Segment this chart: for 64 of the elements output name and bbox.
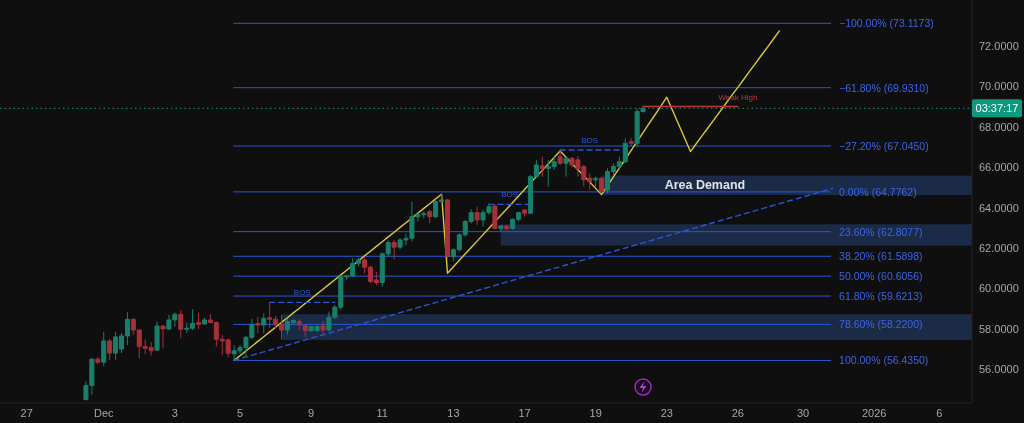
y-tick-label: 72.0000 <box>979 39 1019 52</box>
band-label: Area Demand <box>664 178 746 193</box>
candlestick <box>178 309 184 339</box>
x-tick-label: 2026 <box>861 407 887 419</box>
candlestick <box>557 150 563 166</box>
candlestick <box>154 321 160 352</box>
ref-line-label: −61.80% (69.9310) <box>839 81 929 94</box>
candlestick <box>593 176 599 188</box>
text: 03:37:17 <box>975 102 1019 115</box>
x-tick-label: 9 <box>308 407 315 419</box>
ref-line-label: 38.20% (61.5898) <box>839 250 923 263</box>
x-tick-label: 27 <box>20 407 33 419</box>
candlestick <box>261 312 267 334</box>
y-tick-label: 60.0000 <box>979 282 1019 295</box>
y-tick-label: 66.0000 <box>979 161 1019 174</box>
candlestick <box>196 312 202 330</box>
candlestick <box>101 331 107 367</box>
candlestick <box>504 224 510 231</box>
x-tick-label: 23 <box>660 407 673 419</box>
x-tick-label: 30 <box>796 407 810 419</box>
ref-line-label: 61.80% (59.6213) <box>839 290 923 303</box>
ref-line-label: 100.00% (56.4350) <box>839 354 929 367</box>
candlestick <box>95 356 101 365</box>
ref-line-label: 0.00% (64.7762) <box>839 185 917 198</box>
x-tick-label: 11 <box>376 407 388 419</box>
ref-line-label: −100.00% (73.1173) <box>839 17 934 30</box>
annotation: BOS <box>293 287 311 297</box>
candlestick <box>492 204 498 230</box>
candlestick <box>201 317 207 326</box>
candlestick <box>628 137 634 147</box>
x-tick-label: Dec <box>93 407 114 419</box>
candlestick <box>320 320 326 337</box>
candlestick <box>474 206 480 226</box>
x-tick-label: 5 <box>236 407 244 419</box>
ref-line-label: 78.60% (58.2200) <box>839 318 923 331</box>
candlestick <box>391 239 397 260</box>
candlestick <box>498 224 504 233</box>
y-tick-label: 68.0000 <box>979 120 1019 133</box>
annotation: BOS <box>581 135 599 145</box>
y-tick-label: 56.0000 <box>979 363 1019 376</box>
ref-line-label: 50.00% (60.6056) <box>839 270 923 283</box>
ref-line-label: 23.60% (62.8077) <box>839 225 923 238</box>
y-tick-label: 70.0000 <box>979 80 1019 93</box>
candlestick <box>539 156 545 178</box>
annotation: BOS <box>501 189 519 199</box>
candlestick <box>427 209 433 224</box>
candlestick <box>107 338 113 361</box>
candlestick <box>255 316 261 334</box>
ref-line-label: −27.20% (67.0450) <box>839 140 929 153</box>
candlestick <box>160 324 166 349</box>
x-tick-label: 6 <box>936 407 943 419</box>
candlestick <box>563 156 569 178</box>
x-tick-label: 26 <box>731 407 745 419</box>
x-tick-label: 13 <box>447 407 460 419</box>
x-tick-label: 17 <box>518 407 531 419</box>
y-tick-label: 58.0000 <box>979 322 1019 335</box>
line-series <box>233 30 781 362</box>
candlestick <box>599 176 605 194</box>
candlestick <box>522 208 528 218</box>
x-tick-label: 3 <box>171 407 178 419</box>
candlestick <box>444 198 450 259</box>
y-tick-label: 62.0000 <box>979 241 1019 254</box>
y-tick-label: 64.0000 <box>979 201 1019 214</box>
x-tick-label: 19 <box>589 407 602 419</box>
